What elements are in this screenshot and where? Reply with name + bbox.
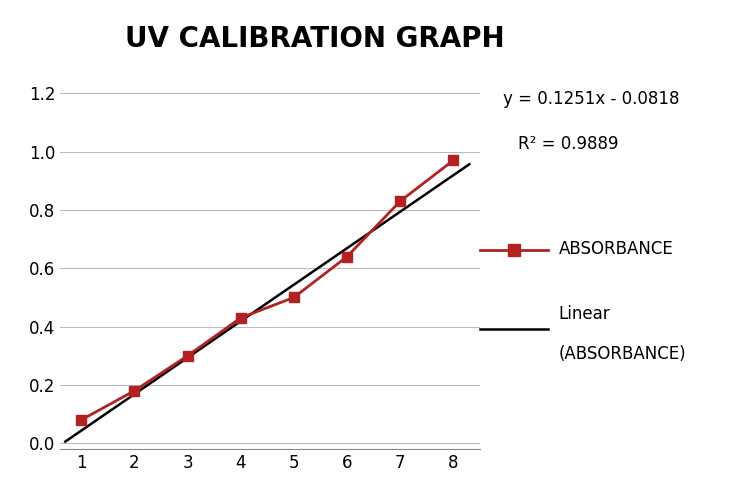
Text: y = 0.1251x - 0.0818: y = 0.1251x - 0.0818: [503, 90, 679, 108]
Text: R² = 0.9889: R² = 0.9889: [518, 135, 618, 153]
Text: (ABSORBANCE): (ABSORBANCE): [559, 345, 686, 363]
Text: ABSORBANCE: ABSORBANCE: [559, 241, 674, 258]
Text: UV CALIBRATION GRAPH: UV CALIBRATION GRAPH: [125, 25, 505, 53]
Text: Linear: Linear: [559, 305, 610, 323]
